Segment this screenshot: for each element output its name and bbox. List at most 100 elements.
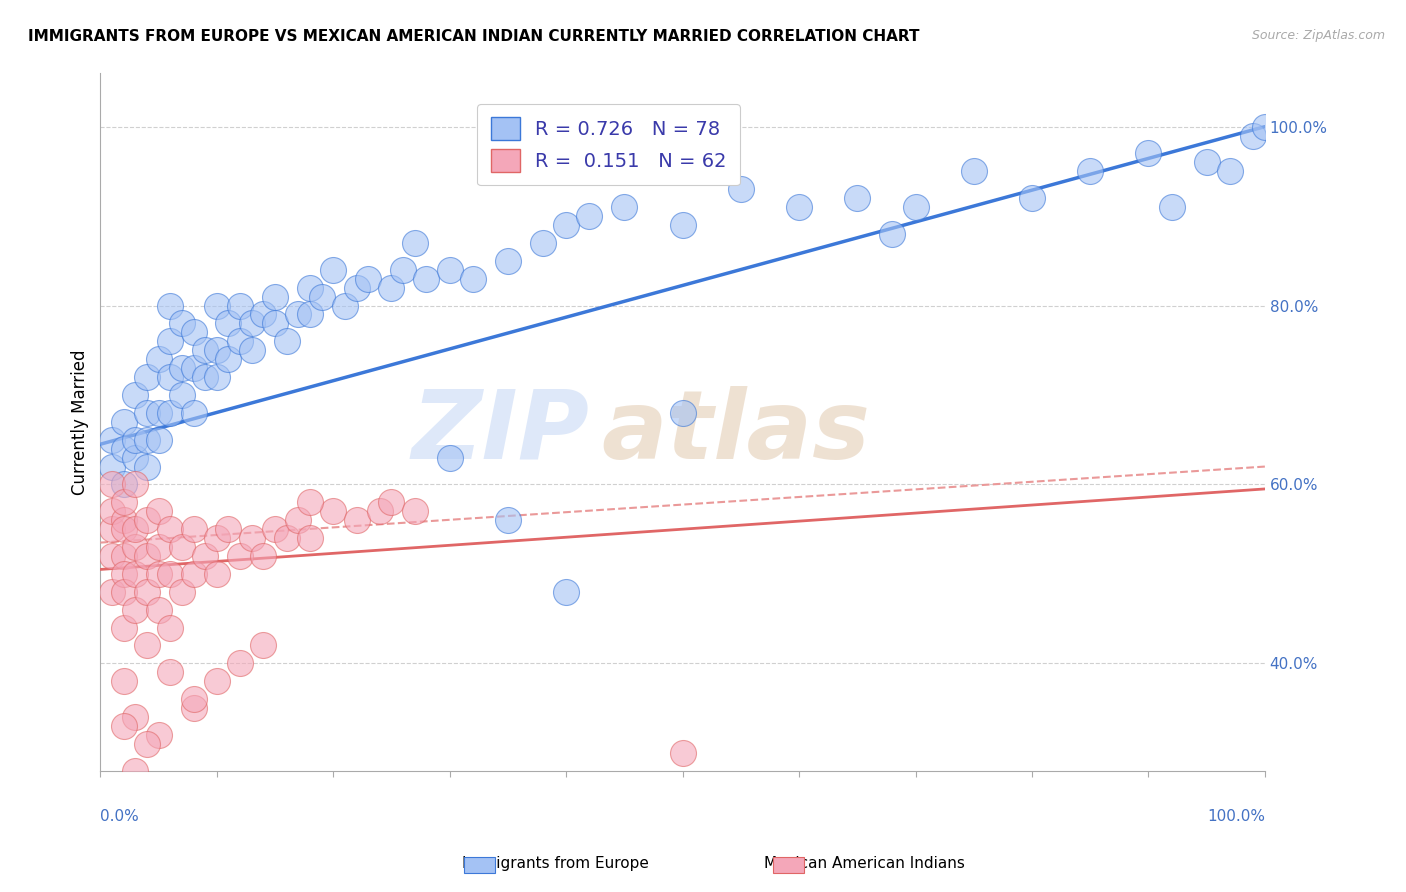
Point [404, 504, 426, 518]
Point [322, 504, 344, 518]
Point [1254, 120, 1277, 134]
Text: Source: ZipAtlas.com: Source: ZipAtlas.com [1251, 29, 1385, 42]
Point [555, 584, 578, 599]
Point [298, 308, 321, 322]
Point [415, 271, 437, 285]
Point [101, 433, 124, 447]
Point [159, 621, 181, 635]
Point [112, 513, 135, 527]
Point [112, 719, 135, 733]
Point [392, 262, 415, 277]
Point [112, 442, 135, 456]
Point [136, 459, 159, 474]
Point [264, 290, 287, 304]
Point [112, 549, 135, 563]
Point [671, 406, 693, 420]
Point [170, 584, 193, 599]
Point [252, 549, 274, 563]
Point [205, 566, 228, 581]
Point [578, 209, 600, 223]
Point [101, 504, 124, 518]
Point [183, 701, 205, 715]
Point [124, 603, 146, 617]
Point [904, 200, 927, 214]
Point [136, 370, 159, 384]
Text: Mexican American Indians: Mexican American Indians [765, 856, 965, 871]
Point [136, 433, 159, 447]
Point [287, 513, 309, 527]
Point [461, 271, 484, 285]
Point [136, 584, 159, 599]
Point [124, 566, 146, 581]
Point [671, 746, 693, 760]
Point [148, 433, 170, 447]
Point [136, 406, 159, 420]
Point [159, 299, 181, 313]
Point [194, 370, 217, 384]
Point [1137, 146, 1160, 161]
Point [205, 343, 228, 358]
Point [112, 522, 135, 536]
Point [124, 540, 146, 554]
Text: 0.0%: 0.0% [100, 809, 139, 824]
Text: ZIP: ZIP [412, 386, 589, 479]
Point [183, 406, 205, 420]
Point [380, 280, 402, 294]
Point [298, 531, 321, 545]
Point [205, 370, 228, 384]
Point [170, 540, 193, 554]
Point [112, 415, 135, 429]
Point [148, 352, 170, 367]
Point [882, 227, 904, 241]
Point [194, 549, 217, 563]
Point [170, 317, 193, 331]
Point [229, 549, 252, 563]
Point [1078, 164, 1101, 178]
Point [194, 343, 217, 358]
Point [229, 299, 252, 313]
Y-axis label: Currently Married: Currently Married [72, 349, 89, 494]
Point [240, 317, 263, 331]
Point [136, 549, 159, 563]
Point [298, 495, 321, 509]
Point [112, 477, 135, 491]
Point [240, 531, 263, 545]
Point [124, 433, 146, 447]
Point [112, 495, 135, 509]
Point [217, 352, 239, 367]
Point [333, 299, 356, 313]
Point [730, 182, 752, 196]
Point [496, 253, 519, 268]
Point [124, 450, 146, 465]
Point [264, 522, 287, 536]
Point [1021, 191, 1043, 205]
Text: atlas: atlas [602, 386, 870, 479]
Point [252, 639, 274, 653]
Point [124, 388, 146, 402]
Point [101, 522, 124, 536]
Point [101, 477, 124, 491]
Point [1219, 164, 1241, 178]
Point [170, 388, 193, 402]
Point [124, 764, 146, 778]
Point [148, 566, 170, 581]
Point [159, 406, 181, 420]
Text: 100.0%: 100.0% [1206, 809, 1265, 824]
Point [380, 495, 402, 509]
Point [229, 334, 252, 349]
Point [148, 406, 170, 420]
Point [671, 218, 693, 232]
Legend: R = 0.726   N = 78, R =  0.151   N = 62: R = 0.726 N = 78, R = 0.151 N = 62 [477, 103, 741, 186]
Point [298, 280, 321, 294]
Point [112, 621, 135, 635]
Point [205, 531, 228, 545]
Point [787, 200, 810, 214]
Point [439, 450, 461, 465]
Point [136, 737, 159, 751]
Point [357, 271, 380, 285]
Point [183, 326, 205, 340]
Point [205, 674, 228, 689]
Point [183, 522, 205, 536]
Point [183, 692, 205, 706]
Text: IMMIGRANTS FROM EUROPE VS MEXICAN AMERICAN INDIAN CURRENTLY MARRIED CORRELATION : IMMIGRANTS FROM EUROPE VS MEXICAN AMERIC… [28, 29, 920, 44]
